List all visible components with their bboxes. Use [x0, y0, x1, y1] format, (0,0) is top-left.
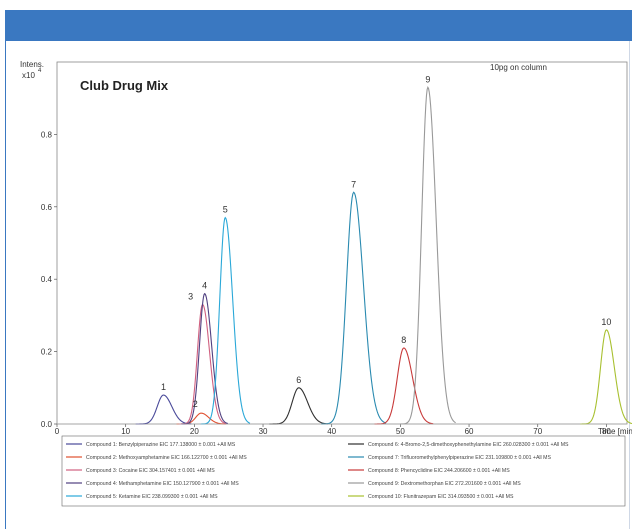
series-line-8 [374, 347, 434, 425]
y-tick-label: 0.6 [41, 203, 53, 212]
left-border [5, 41, 6, 529]
legend-entry: Compound 5: Ketamine EIC 238.099300 ± 0.… [86, 494, 218, 500]
legend-entry: Compound 4: Methamphetamine EIC 150.1279… [86, 481, 239, 487]
series-line-9 [400, 86, 456, 425]
x-tick-label: 10 [121, 427, 130, 436]
peak-label-9: 9 [425, 74, 430, 84]
x-tick-label: 30 [259, 427, 268, 436]
peak-label-5: 5 [223, 205, 228, 215]
x-tick-label: 20 [190, 427, 199, 436]
peak-label-1: 1 [161, 382, 166, 392]
y-tick-label: 0.0 [41, 420, 53, 429]
x-tick-label: 40 [327, 427, 336, 436]
legend-entry: Compound 7: Trifluoromethylphenylpiperaz… [368, 455, 551, 461]
peak-label-8: 8 [401, 335, 406, 345]
peak-label-3: 3 [188, 292, 193, 302]
peak-label-7: 7 [351, 179, 356, 189]
series-line-1 [135, 394, 192, 425]
x-axis-label: Time [min] [598, 427, 632, 436]
series-line-5 [200, 216, 251, 425]
legend-entry: Compound 9: Dextromethorphan EIC 272.201… [368, 481, 521, 487]
legend-entry: Compound 6: 4-Bromo-2,5-dimethoxypheneth… [368, 442, 569, 448]
series-traces [57, 86, 632, 425]
header-bar [5, 10, 632, 41]
y-tick-label: 0.8 [41, 130, 53, 139]
x-tick-label: 60 [465, 427, 474, 436]
plot-area [56, 61, 628, 425]
y-axis-exponent: x10 [22, 71, 35, 80]
series-line-10 [580, 329, 632, 425]
chart-title: Club Drug Mix [80, 78, 169, 93]
y-axis-exponent-power: 4 [38, 68, 42, 74]
peak-labels: 1 2 34 5 6 7 8 9 10 [161, 74, 611, 409]
x-tick-label: 50 [396, 427, 405, 436]
legend-entry: Compound 3: Cocaine EIC 304.157401 ± 0.0… [86, 468, 215, 474]
legend-box [61, 435, 626, 507]
x-tick-label: 70 [533, 427, 542, 436]
peak-label-6: 6 [296, 375, 301, 385]
right-border [629, 41, 630, 529]
legend-entry: Compound 8: Phencyclidine EIC 244.206600… [368, 468, 510, 474]
chart-annotation: 10pg on column [490, 63, 547, 72]
y-axis-label: Intens. [20, 60, 44, 69]
peak-label-10: 10 [601, 317, 611, 327]
y-tick-label: 0.4 [41, 275, 53, 284]
series-line-4 [181, 292, 228, 425]
series-line-7 [321, 191, 387, 425]
series-line-6 [269, 387, 329, 425]
x-tick-label: 80 [602, 427, 611, 436]
legend-entry: Compound 2: Methoxyamphetamine EIC 166.1… [86, 455, 247, 461]
y-tick-label: 0.2 [41, 348, 53, 357]
legend-entry: Compound 10: Flunitrazepam EIC 314.09350… [368, 494, 514, 500]
axis-ticks: 0.0 0.2 0.4 0.6 0.8 0 10 20 30 40 50 60 70 80 [41, 130, 612, 436]
legend: Compound 1: Benzylpiperazine EIC 177.138… [66, 442, 569, 500]
legend-entry: Compound 1: Benzylpiperazine EIC 177.138… [86, 442, 236, 448]
peak-label-4: 4 [202, 281, 207, 291]
peak-label-2: 2 [193, 399, 198, 409]
x-tick-label: 0 [55, 427, 60, 436]
